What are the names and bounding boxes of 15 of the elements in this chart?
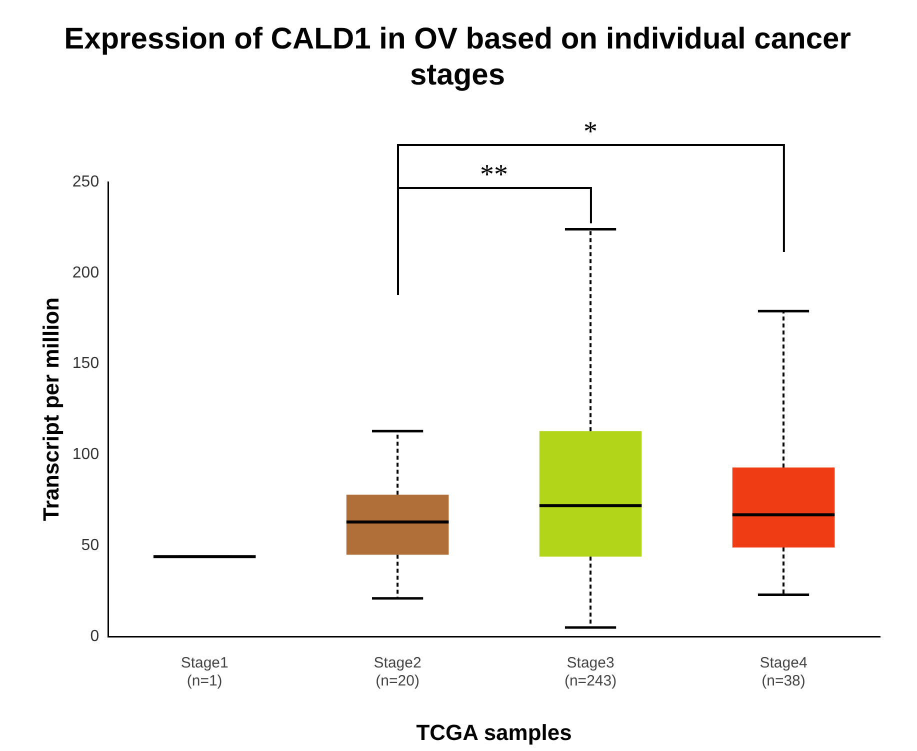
annotation: **	[480, 159, 508, 190]
y-tick-label: 100	[72, 446, 100, 464]
x-tick-label: Stage1 (n=1)	[180, 654, 228, 690]
y-axis-title: Transcript per million	[38, 297, 64, 522]
text: *	[584, 116, 598, 148]
y-tick-label: 250	[72, 173, 100, 190]
x-tick-label: Stage2 (n=20)	[374, 654, 422, 690]
x-tick-label: Stage3 (n=243)	[564, 654, 617, 690]
chart-title: Expression of CALD1 in OV based on individual cancer stages	[64, 22, 852, 92]
y-tick-label: 50	[81, 537, 100, 554]
x-axis-title: TCGA samples	[416, 720, 572, 745]
y-tick-label: 0	[90, 628, 100, 646]
y-tick-label: 200	[72, 264, 100, 282]
y-tick-label: 150	[72, 355, 100, 372]
x-tick-label: Stage4 (n=38)	[760, 654, 808, 690]
